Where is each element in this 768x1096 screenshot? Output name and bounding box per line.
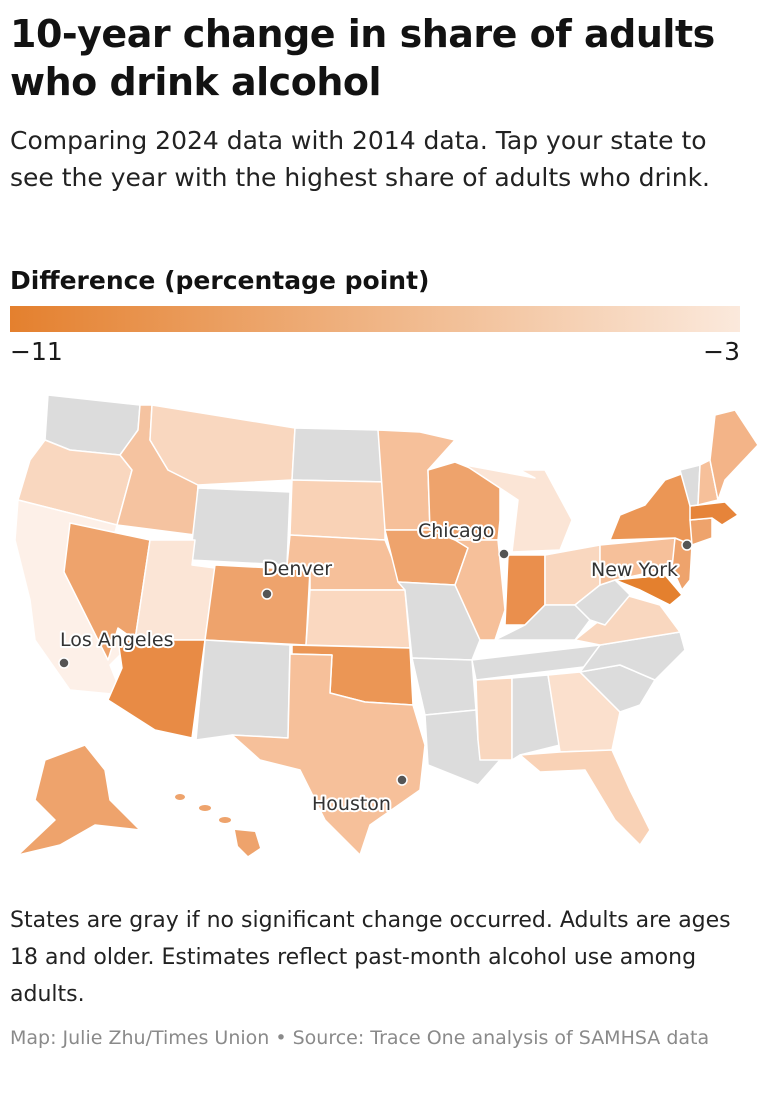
state-alabama[interactable]: [511, 674, 561, 761]
state-kansas[interactable]: [305, 589, 411, 649]
state-mississippi[interactable]: [475, 677, 513, 761]
legend-gradient-bar: [10, 306, 740, 332]
chart-subtitle: Comparing 2024 data with 2014 data. Tap …: [10, 126, 710, 192]
legend-title: Difference (percentage point): [10, 266, 430, 295]
city-label-denver: Denver: [263, 558, 332, 580]
city-marker-los-angeles: [58, 657, 70, 669]
city-label-chicago: Chicago: [418, 520, 494, 542]
state-wisconsin[interactable]: [427, 461, 501, 541]
state-michigan[interactable]: [464, 464, 573, 553]
city-marker-chicago: [498, 548, 510, 560]
state-wyoming[interactable]: [189, 487, 291, 566]
legend-max-label: −3: [703, 337, 740, 366]
state-massachusetts[interactable]: [689, 501, 739, 526]
city-marker-new-york: [681, 539, 693, 551]
state-georgia[interactable]: [547, 671, 621, 753]
footnote: States are gray if no significant change…: [10, 908, 731, 1007]
state-pennsylvania[interactable]: [599, 537, 686, 586]
source-credit: Map: Julie Zhu/Times Union • Source: Tra…: [10, 1027, 710, 1049]
state-maryland[interactable]: [614, 574, 683, 606]
state-arizona[interactable]: [107, 639, 206, 739]
state-alaska[interactable]: [17, 744, 141, 856]
chart-title: 10-year change in share of adults who dr…: [10, 12, 715, 104]
state-hawaii[interactable]: [175, 794, 260, 856]
city-label-los-angeles: Los Angeles: [60, 629, 173, 651]
state-arkansas[interactable]: [411, 657, 477, 716]
state-north-dakota[interactable]: [291, 427, 386, 483]
state-florida[interactable]: [519, 749, 651, 846]
us-state-map[interactable]: Chicago Denver New York Los Angeles Hous…: [0, 370, 768, 870]
state-maine[interactable]: [709, 409, 759, 501]
city-label-new-york: New York: [591, 559, 678, 581]
state-south-dakota[interactable]: [289, 479, 386, 541]
city-marker-houston: [396, 774, 408, 786]
state-texas[interactable]: [231, 653, 426, 856]
city-marker-denver: [261, 588, 273, 600]
city-label-houston: Houston: [312, 793, 391, 815]
legend-min-label: −11: [10, 337, 63, 366]
state-new-mexico[interactable]: [195, 639, 291, 741]
state-connecticut[interactable]: [689, 517, 713, 546]
